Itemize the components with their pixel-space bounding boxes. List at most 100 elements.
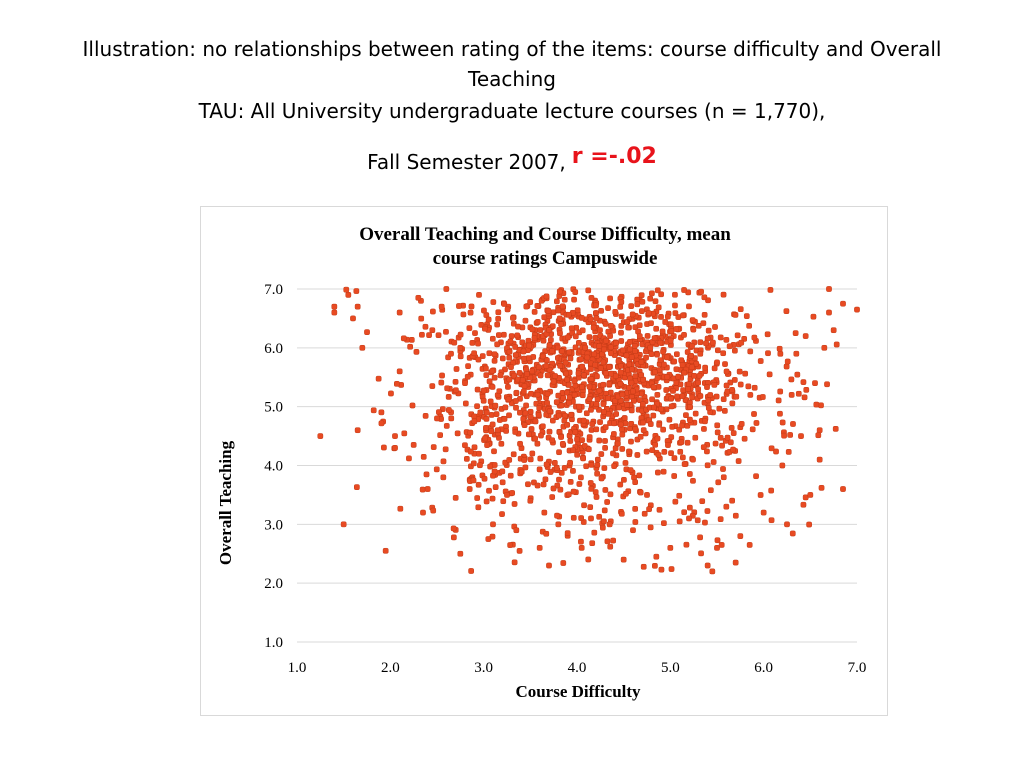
data-point bbox=[453, 387, 459, 394]
data-point bbox=[714, 422, 721, 429]
data-point bbox=[668, 403, 675, 410]
data-point bbox=[566, 349, 573, 356]
data-point bbox=[603, 337, 609, 344]
data-point bbox=[448, 350, 454, 357]
data-point bbox=[506, 354, 513, 361]
data-point bbox=[644, 333, 651, 339]
data-point bbox=[396, 309, 403, 316]
data-point bbox=[512, 429, 519, 435]
y-tick-label: 1.0 bbox=[264, 635, 283, 651]
data-point bbox=[567, 459, 573, 466]
data-point bbox=[506, 412, 512, 419]
data-point bbox=[528, 426, 535, 432]
data-point bbox=[407, 343, 413, 350]
data-point bbox=[636, 322, 643, 329]
data-point bbox=[742, 370, 749, 377]
data-point bbox=[646, 506, 652, 513]
data-point bbox=[353, 288, 360, 294]
data-point bbox=[630, 388, 636, 395]
data-point bbox=[401, 430, 408, 437]
data-point bbox=[648, 320, 654, 327]
data-point bbox=[704, 384, 710, 390]
data-point bbox=[818, 484, 825, 491]
data-point bbox=[795, 390, 802, 397]
data-point bbox=[550, 485, 557, 492]
data-point bbox=[552, 373, 558, 379]
data-point bbox=[651, 404, 657, 411]
data-point bbox=[392, 433, 398, 439]
data-point bbox=[617, 363, 624, 369]
data-point bbox=[707, 392, 714, 398]
data-point bbox=[481, 307, 487, 314]
data-point bbox=[578, 315, 585, 321]
data-point bbox=[529, 368, 536, 375]
data-point bbox=[546, 562, 552, 569]
data-point bbox=[757, 358, 764, 364]
data-point bbox=[667, 545, 674, 551]
data-point bbox=[586, 396, 593, 402]
data-point bbox=[413, 349, 420, 355]
data-point bbox=[354, 427, 361, 434]
data-point bbox=[807, 492, 814, 498]
data-point bbox=[429, 383, 436, 389]
data-point bbox=[667, 321, 674, 328]
data-point bbox=[561, 417, 568, 424]
data-point bbox=[789, 530, 796, 537]
data-point bbox=[655, 384, 662, 390]
data-point bbox=[551, 460, 558, 466]
data-point bbox=[794, 371, 801, 378]
data-point bbox=[787, 432, 793, 438]
data-point bbox=[350, 315, 356, 322]
data-point bbox=[364, 329, 370, 335]
x-tick-label: 3.0 bbox=[474, 660, 493, 676]
data-point bbox=[501, 301, 508, 307]
data-point bbox=[781, 432, 787, 439]
data-point bbox=[540, 423, 546, 430]
data-point bbox=[571, 378, 578, 385]
data-point bbox=[732, 512, 739, 519]
data-point bbox=[575, 370, 582, 377]
data-point bbox=[702, 364, 708, 371]
data-point bbox=[519, 377, 526, 384]
data-point bbox=[610, 537, 617, 544]
data-point bbox=[570, 488, 577, 495]
data-point bbox=[462, 442, 468, 449]
data-point bbox=[705, 404, 712, 411]
data-point bbox=[711, 382, 718, 388]
data-point bbox=[672, 498, 679, 505]
data-point bbox=[537, 455, 544, 462]
data-point bbox=[665, 442, 671, 448]
data-point bbox=[681, 461, 688, 467]
data-point bbox=[697, 339, 704, 346]
data-point bbox=[720, 474, 727, 481]
data-point bbox=[498, 440, 505, 447]
data-point bbox=[690, 456, 696, 463]
data-point bbox=[606, 521, 613, 528]
data-point bbox=[722, 361, 728, 367]
data-point bbox=[613, 340, 619, 346]
slide-semester-line: Fall Semester 2007, r =-.02 bbox=[24, 144, 1000, 178]
data-point bbox=[728, 425, 735, 431]
data-point bbox=[549, 437, 555, 444]
data-point bbox=[621, 415, 628, 421]
data-point bbox=[451, 534, 457, 541]
data-point bbox=[472, 330, 478, 336]
data-point bbox=[593, 401, 600, 407]
data-point bbox=[448, 415, 455, 422]
data-point bbox=[729, 497, 735, 504]
data-point bbox=[483, 416, 490, 422]
data-point bbox=[560, 560, 567, 566]
data-point bbox=[732, 347, 738, 354]
data-point bbox=[602, 487, 609, 493]
data-point bbox=[544, 400, 550, 406]
data-point bbox=[524, 371, 530, 377]
data-point bbox=[790, 421, 796, 427]
data-point bbox=[596, 513, 603, 520]
data-point bbox=[574, 436, 580, 443]
data-point bbox=[561, 296, 568, 303]
data-point bbox=[581, 372, 587, 379]
data-point bbox=[426, 332, 432, 338]
data-point bbox=[705, 327, 712, 334]
data-point bbox=[464, 373, 471, 380]
data-point bbox=[490, 299, 497, 305]
